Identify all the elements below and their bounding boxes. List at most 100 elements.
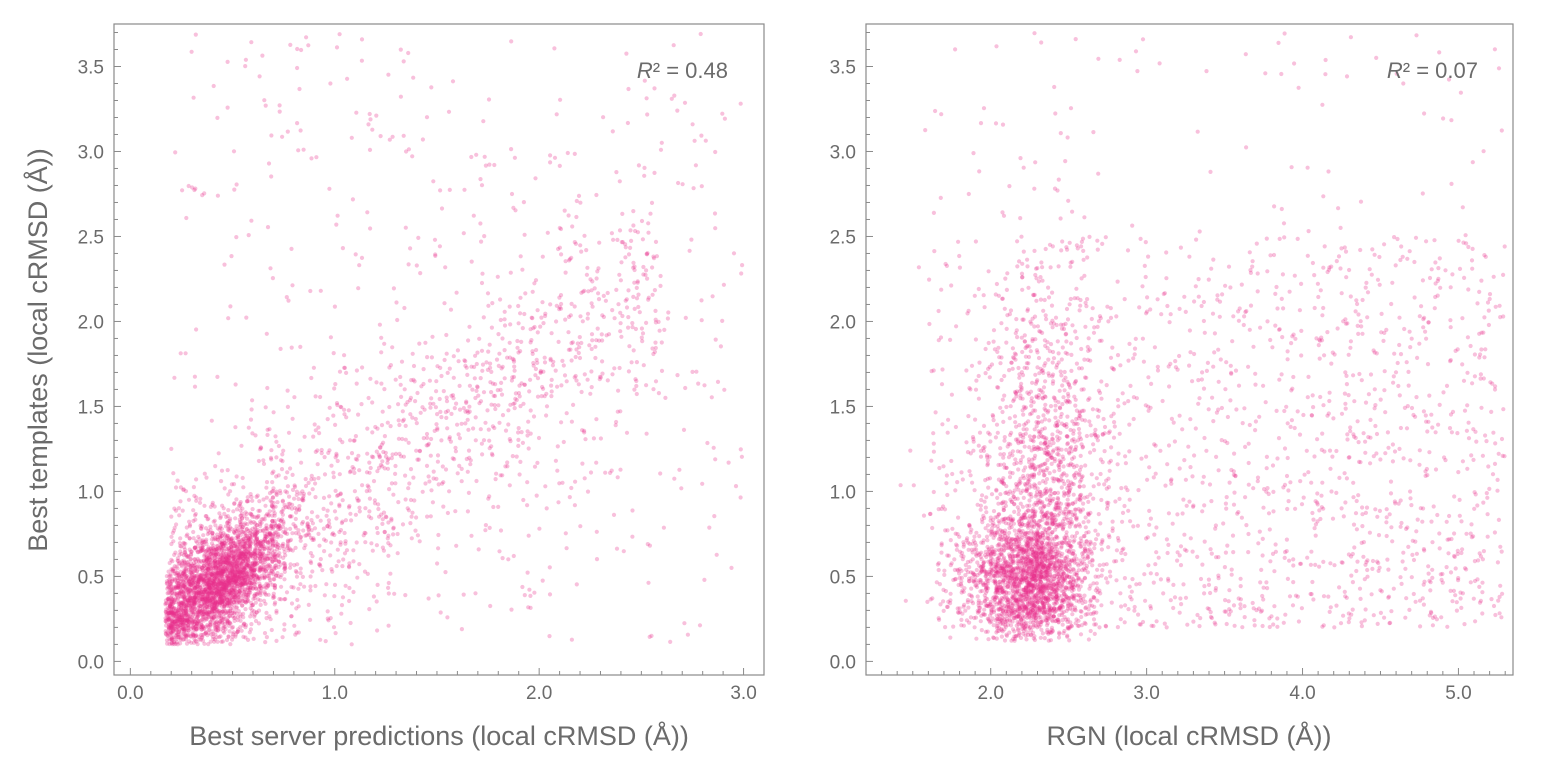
data-point	[196, 572, 201, 577]
data-point	[396, 418, 401, 423]
data-point	[227, 629, 232, 634]
data-point	[205, 563, 210, 568]
data-point	[525, 570, 530, 575]
data-point	[559, 420, 564, 425]
data-point	[313, 481, 318, 486]
data-point	[466, 427, 471, 432]
data-point	[206, 528, 211, 533]
data-point	[357, 562, 362, 567]
data-point	[485, 408, 490, 413]
data-point	[316, 531, 321, 537]
data-point	[198, 610, 204, 616]
data-point	[406, 147, 411, 152]
data-point	[267, 614, 272, 619]
data-point	[346, 455, 351, 460]
data-point	[202, 471, 207, 476]
data-point	[690, 369, 695, 374]
data-point	[493, 406, 498, 412]
data-point	[229, 592, 234, 598]
data-point	[235, 590, 240, 595]
data-point	[644, 96, 649, 101]
data-point	[521, 200, 527, 205]
data-point	[261, 584, 266, 589]
data-point	[261, 539, 266, 544]
data-point	[283, 527, 289, 532]
data-point	[514, 397, 519, 403]
data-point	[453, 449, 458, 454]
data-point	[290, 531, 295, 536]
data-point	[580, 461, 585, 466]
data-point	[263, 513, 268, 518]
data-point	[346, 408, 351, 413]
data-point	[535, 394, 541, 399]
data-point	[284, 590, 290, 595]
data-point	[511, 205, 516, 210]
data-point	[353, 252, 358, 257]
data-point	[527, 389, 532, 394]
data-point	[713, 457, 718, 462]
data-point	[489, 390, 494, 395]
data-point	[221, 599, 226, 604]
scatter-panel-right: 2.0 3.0 4.0 5.00.00.51.01.52.02.53.03.5 R² …	[830, 23, 1514, 751]
data-point	[474, 478, 479, 484]
data-point	[226, 600, 231, 605]
data-point	[585, 489, 591, 494]
data-point	[1193, 426, 1198, 431]
data-point	[548, 358, 553, 363]
data-point	[207, 614, 212, 620]
data-point	[712, 514, 717, 519]
data-point	[390, 452, 395, 457]
data-point	[653, 239, 659, 244]
data-point	[535, 460, 540, 465]
data-point	[564, 546, 569, 551]
data-point	[224, 514, 229, 520]
data-point	[490, 381, 495, 386]
data-point	[478, 177, 483, 182]
data-point	[222, 541, 227, 546]
data-point	[557, 245, 563, 250]
data-point	[386, 553, 391, 558]
data-point	[696, 381, 701, 386]
data-point	[212, 558, 218, 563]
data-point	[279, 584, 284, 589]
x-tick-label: 1.0	[322, 683, 348, 704]
data-point	[305, 521, 310, 526]
data-point	[271, 543, 276, 548]
data-point	[410, 510, 415, 515]
data-point	[211, 594, 216, 599]
data-point	[543, 311, 548, 316]
data-point	[633, 326, 639, 332]
data-point	[593, 344, 598, 349]
data-point	[339, 520, 344, 526]
data-point	[354, 540, 359, 545]
data-point	[691, 186, 696, 191]
data-point	[589, 385, 594, 390]
data-point	[417, 341, 422, 346]
data-point	[640, 331, 646, 336]
y-tick-label: 1.5	[78, 397, 104, 418]
data-point	[176, 583, 182, 588]
data-point	[289, 601, 295, 606]
data-point	[310, 521, 315, 526]
data-point	[520, 440, 526, 445]
data-point	[1123, 461, 1128, 466]
data-point	[381, 510, 387, 515]
data-point	[618, 278, 624, 283]
data-point	[321, 506, 326, 511]
data-point	[519, 339, 524, 344]
data-point	[289, 246, 294, 251]
data-point	[254, 610, 259, 615]
data-point	[442, 301, 447, 306]
data-point	[515, 338, 520, 344]
data-point	[518, 254, 523, 259]
data-point	[253, 521, 258, 526]
data-point	[641, 363, 646, 368]
data-point	[341, 557, 346, 562]
data-point	[375, 628, 380, 633]
data-point	[186, 628, 191, 633]
data-point	[337, 472, 342, 477]
data-point	[387, 365, 392, 370]
data-point	[707, 525, 712, 530]
data-point	[174, 580, 179, 585]
data-point	[519, 430, 524, 435]
